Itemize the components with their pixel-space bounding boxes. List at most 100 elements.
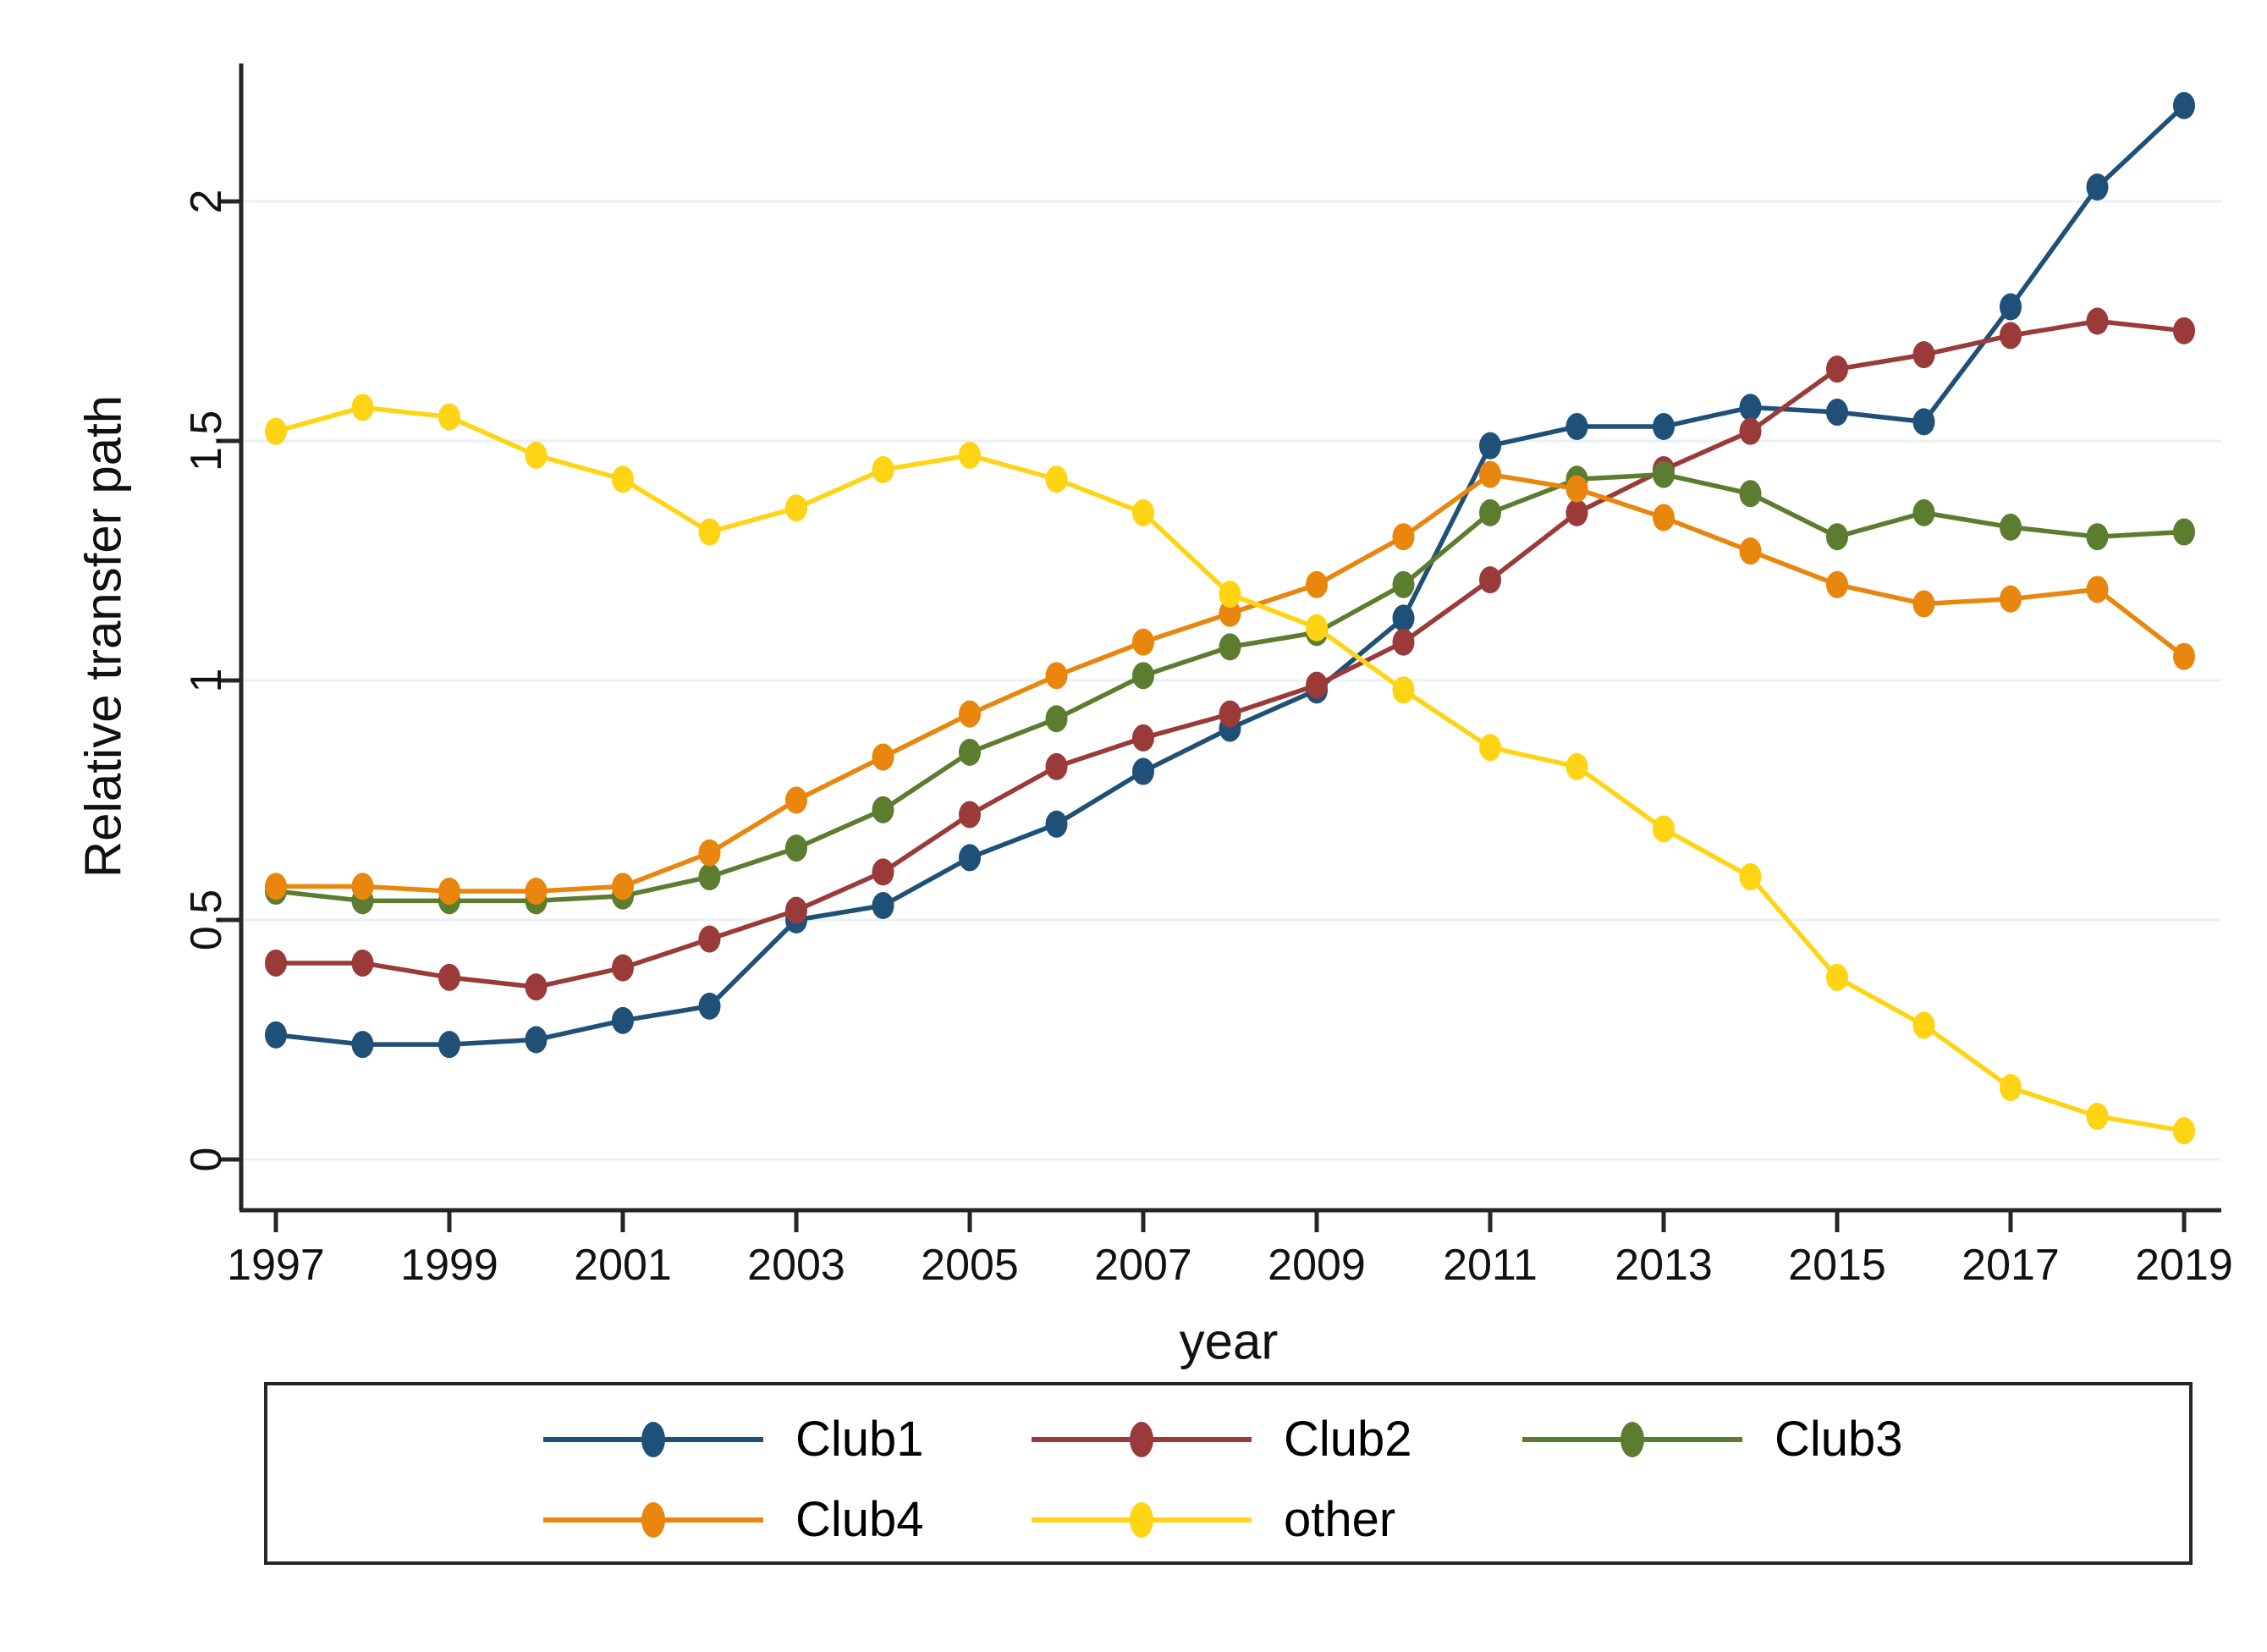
- data-point-Club1: [265, 1021, 287, 1049]
- data-point-Club3: [785, 834, 807, 862]
- legend-entry-club3: Club3: [1522, 1412, 1903, 1467]
- data-point-Club2: [1739, 417, 1762, 445]
- data-point-other: [265, 417, 287, 445]
- legend-marker-icon: [1130, 1502, 1153, 1538]
- x-tick-label: 2015: [1788, 1241, 1886, 1290]
- legend-entry-other: other: [1032, 1493, 1395, 1547]
- data-point-Club1: [1565, 413, 1588, 441]
- series-line-Club4: [273, 471, 2187, 894]
- data-point-other: [2086, 1103, 2109, 1131]
- legend-label-club1: Club1: [795, 1412, 924, 1467]
- data-point-Club3: [1912, 498, 1935, 526]
- data-point-Club1: [1045, 810, 1068, 838]
- legend-marker-icon: [641, 1502, 665, 1538]
- data-point-Club2: [959, 801, 981, 829]
- x-tick-label: 2011: [1443, 1241, 1538, 1290]
- series-line-Club3: [273, 471, 2187, 904]
- data-point-Club3: [2173, 518, 2195, 546]
- data-point-Club1: [2000, 293, 2022, 321]
- data-point-Club2: [265, 949, 287, 977]
- data-point-Club2: [1219, 700, 1241, 728]
- data-point-Club2: [612, 954, 634, 982]
- data-point-Club2: [2173, 317, 2195, 344]
- data-point-Club4: [1132, 628, 1154, 656]
- data-point-Club1: [1392, 604, 1415, 632]
- data-point-other: [2173, 1117, 2195, 1145]
- data-point-Club1: [1826, 399, 1848, 427]
- data-point-other: [1826, 963, 1848, 991]
- data-point-other: [872, 455, 894, 483]
- data-point-other: [1132, 498, 1154, 526]
- data-point-Club2: [351, 949, 374, 977]
- legend-key-line-club2: [1032, 1422, 1252, 1457]
- data-point-other: [785, 494, 807, 522]
- x-tick-label: 2007: [1094, 1241, 1192, 1290]
- data-point-Club4: [438, 878, 460, 906]
- data-point-Club3: [1739, 480, 1762, 508]
- legend-label-club3: Club3: [1775, 1412, 1903, 1467]
- data-point-Club1: [438, 1031, 460, 1059]
- data-point-Club4: [612, 873, 634, 900]
- y-axis-title: Relative transfer path: [74, 394, 132, 878]
- data-point-Club2: [872, 858, 894, 886]
- x-tick-label: 2001: [574, 1241, 672, 1290]
- series-line-Club1: [273, 103, 2187, 1047]
- data-point-Club3: [2000, 513, 2022, 541]
- data-point-Club1: [1132, 757, 1154, 785]
- data-point-Club1: [872, 892, 894, 920]
- data-point-Club4: [2000, 585, 2022, 613]
- data-point-Club4: [698, 839, 721, 867]
- data-point-Club1: [351, 1031, 374, 1059]
- y-tick-label: 2: [182, 190, 231, 214]
- data-point-Club2: [1912, 341, 1935, 369]
- legend-key-line-club4: [543, 1502, 763, 1538]
- series-line-other: [273, 405, 2187, 1133]
- data-point-other: [1479, 734, 1501, 762]
- data-point-other: [1739, 863, 1762, 891]
- legend-key-line-other: [1032, 1502, 1252, 1538]
- data-point-Club4: [265, 873, 287, 900]
- data-point-Club1: [2086, 173, 2109, 201]
- data-point-Club2: [785, 896, 807, 924]
- data-point-Club1: [1912, 408, 1935, 436]
- data-point-Club2: [1045, 752, 1068, 780]
- data-point-Club4: [872, 743, 894, 771]
- data-point-Club1: [2173, 91, 2195, 119]
- data-point-Club2: [1132, 724, 1154, 752]
- legend-key-line-club1: [543, 1422, 763, 1457]
- data-point-Club3: [1826, 523, 1848, 551]
- data-point-other: [2000, 1074, 2022, 1102]
- data-point-other: [698, 518, 721, 546]
- legend-marker-icon: [1130, 1422, 1153, 1457]
- data-point-Club4: [1739, 537, 1762, 565]
- legend-label-other: other: [1284, 1492, 1396, 1547]
- data-point-Club2: [1479, 566, 1501, 594]
- data-point-Club2: [1306, 671, 1328, 699]
- data-point-other: [1306, 614, 1328, 642]
- data-point-other: [351, 394, 374, 421]
- data-point-Club3: [959, 738, 981, 766]
- data-point-Club3: [1045, 705, 1068, 733]
- y-tick-label: 0: [182, 1148, 231, 1172]
- data-point-Club2: [698, 925, 721, 953]
- data-point-Club4: [1392, 523, 1415, 551]
- legend-key-line-club3: [1522, 1422, 1742, 1457]
- x-tick-label: 2005: [921, 1241, 1019, 1290]
- data-point-Club4: [1306, 570, 1328, 598]
- data-point-Club3: [698, 863, 721, 891]
- legend-label-club4: Club4: [795, 1492, 924, 1547]
- data-point-other: [959, 441, 981, 469]
- data-point-Club4: [351, 873, 374, 900]
- data-point-Club4: [525, 878, 547, 906]
- y-tick-label: 0.5: [182, 889, 231, 950]
- data-point-Club4: [2086, 575, 2109, 603]
- data-point-Club4: [959, 700, 981, 728]
- x-tick-label: 2003: [747, 1241, 845, 1290]
- data-point-other: [1653, 815, 1675, 843]
- data-point-Club4: [785, 786, 807, 814]
- data-point-Club3: [872, 796, 894, 823]
- x-tick-label: 2017: [1962, 1241, 2060, 1290]
- data-point-Club2: [438, 963, 460, 991]
